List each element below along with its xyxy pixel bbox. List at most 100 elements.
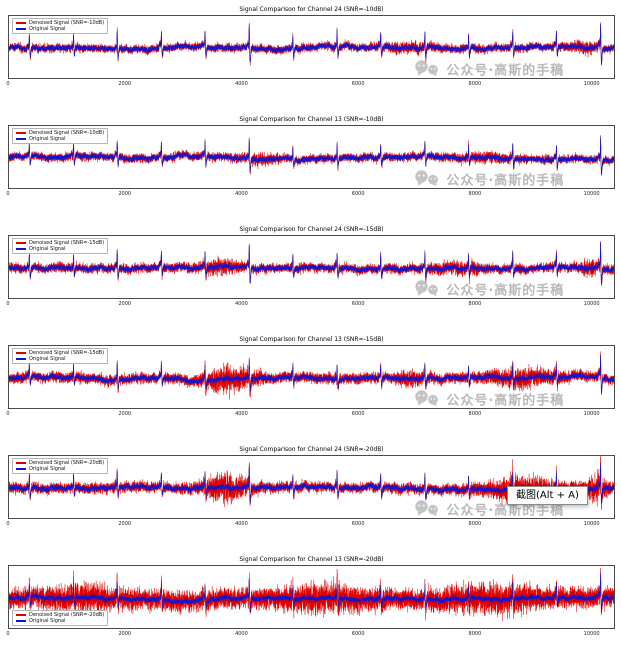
legend-label-denoised: Denoised Signal (SNR=-10dB) — [29, 130, 105, 136]
x-tick: 4000 — [235, 521, 248, 527]
legend-label-original: Original Signal — [29, 136, 66, 142]
chart-title: Signal Comparison for Channel 13 (SNR=-1… — [239, 336, 384, 343]
plot-area: Denoised Signal (SNR=-10dB) Original Sig… — [8, 15, 615, 79]
legend-entry-original: Original Signal — [16, 356, 104, 362]
legend-label-denoised: Denoised Signal (SNR=-20dB) — [29, 612, 105, 618]
legend-box: Denoised Signal (SNR=-10dB) Original Sig… — [12, 18, 109, 34]
x-tick: 8000 — [468, 191, 482, 197]
legend-entry-denoised: Denoised Signal (SNR=-15dB) — [16, 240, 104, 246]
x-tick: 8000 — [468, 301, 482, 307]
plot-area: Denoised Signal (SNR=-20dB) Original Sig… — [8, 565, 615, 629]
chart-panel-3: Signal Comparison for Channel 24 (SNR=-1… — [6, 222, 615, 332]
x-axis: 0 2000 4000 6000 8000 10000 — [6, 190, 615, 199]
x-tick: 4000 — [235, 81, 248, 87]
x-tick: 0 — [6, 81, 10, 87]
chart-title: Signal Comparison for Channel 13 (SNR=-1… — [239, 116, 384, 123]
legend-label-denoised: Denoised Signal (SNR=-20dB) — [29, 460, 105, 466]
x-tick: 6000 — [351, 411, 365, 417]
x-tick: 10000 — [583, 301, 600, 307]
legend-label-denoised: Denoised Signal (SNR=-15dB) — [29, 240, 105, 246]
x-tick: 10000 — [583, 631, 600, 637]
x-tick: 2000 — [118, 521, 132, 527]
x-tick: 10000 — [583, 411, 600, 417]
denoised-line-swatch — [16, 22, 26, 24]
original-line-swatch — [16, 468, 26, 470]
legend-entry-denoised: Denoised Signal (SNR=-15dB) — [16, 350, 104, 356]
legend-box: Denoised Signal (SNR=-20dB) Original Sig… — [12, 610, 109, 626]
x-tick: 0 — [6, 301, 10, 307]
x-tick: 4000 — [235, 631, 248, 637]
chart-title: Signal Comparison for Channel 24 (SNR=-1… — [239, 226, 384, 233]
legend-box: Denoised Signal (SNR=-15dB) Original Sig… — [12, 238, 109, 254]
chart-title: Signal Comparison for Channel 24 (SNR=-1… — [239, 6, 384, 13]
legend-box: Denoised Signal (SNR=-15dB) Original Sig… — [12, 348, 109, 364]
x-tick: 10000 — [583, 191, 600, 197]
plot-area: Denoised Signal (SNR=-10dB) Original Sig… — [8, 125, 615, 189]
figure-page: { "page": {"background": "#ffffff", "wid… — [6, 2, 615, 637]
legend-entry-denoised: Denoised Signal (SNR=-10dB) — [16, 20, 104, 26]
x-axis: 0 2000 4000 6000 8000 10000 — [6, 300, 615, 309]
x-tick: 4000 — [235, 411, 248, 417]
waveform-canvas — [9, 16, 614, 78]
x-tick: 8000 — [468, 631, 482, 637]
chart-title: Signal Comparison for Channel 13 (SNR=-2… — [239, 556, 384, 563]
waveform-canvas — [9, 236, 614, 298]
legend-entry-original: Original Signal — [16, 136, 104, 142]
x-tick: 10000 — [583, 81, 600, 87]
legend-entry-denoised: Denoised Signal (SNR=-20dB) — [16, 460, 104, 466]
x-tick: 6000 — [351, 81, 365, 87]
waveform-canvas — [9, 566, 614, 628]
x-tick: 2000 — [118, 191, 132, 197]
x-axis: 0 2000 4000 6000 8000 10000 — [6, 630, 615, 639]
screenshot-tooltip: 截图(Alt + A) — [507, 486, 588, 505]
legend-box: Denoised Signal (SNR=-20dB) Original Sig… — [12, 458, 109, 474]
x-tick: 0 — [6, 521, 10, 527]
original-line-swatch — [16, 620, 26, 622]
x-axis: 0 2000 4000 6000 8000 10000 — [6, 520, 615, 529]
x-tick: 2000 — [118, 81, 132, 87]
x-tick: 4000 — [235, 191, 248, 197]
x-tick: 6000 — [351, 301, 365, 307]
denoised-line-swatch — [16, 132, 26, 134]
x-tick: 2000 — [118, 301, 132, 307]
legend-entry-denoised: Denoised Signal (SNR=-10dB) — [16, 130, 104, 136]
waveform-canvas — [9, 346, 614, 408]
legend-label-original: Original Signal — [29, 26, 66, 32]
legend-label-original: Original Signal — [29, 246, 66, 252]
chart-title: Signal Comparison for Channel 24 (SNR=-2… — [239, 446, 384, 453]
x-axis: 0 2000 4000 6000 8000 10000 — [6, 410, 615, 419]
legend-label-denoised: Denoised Signal (SNR=-15dB) — [29, 350, 105, 356]
legend-entry-denoised: Denoised Signal (SNR=-20dB) — [16, 612, 104, 618]
legend-label-denoised: Denoised Signal (SNR=-10dB) — [29, 20, 105, 26]
legend-label-original: Original Signal — [29, 466, 66, 472]
x-tick: 8000 — [468, 521, 482, 527]
x-axis: 0 2000 4000 6000 8000 10000 — [6, 80, 615, 89]
x-tick: 8000 — [468, 411, 482, 417]
x-tick: 2000 — [118, 411, 132, 417]
legend-label-original: Original Signal — [29, 356, 66, 362]
plot-area: Denoised Signal (SNR=-15dB) Original Sig… — [8, 345, 615, 409]
denoised-line-swatch — [16, 614, 26, 616]
x-tick: 0 — [6, 631, 10, 637]
x-tick: 10000 — [583, 521, 600, 527]
denoised-line-swatch — [16, 352, 26, 354]
x-tick: 6000 — [351, 191, 365, 197]
chart-panel-6: Signal Comparison for Channel 13 (SNR=-2… — [6, 552, 615, 662]
x-tick: 4000 — [235, 301, 248, 307]
chart-panel-4: Signal Comparison for Channel 13 (SNR=-1… — [6, 332, 615, 442]
legend-entry-original: Original Signal — [16, 466, 104, 472]
original-line-swatch — [16, 28, 26, 30]
original-line-swatch — [16, 358, 26, 360]
original-line-swatch — [16, 248, 26, 250]
plot-area: Denoised Signal (SNR=-15dB) Original Sig… — [8, 235, 615, 299]
x-tick: 0 — [6, 191, 10, 197]
original-line-swatch — [16, 138, 26, 140]
legend-box: Denoised Signal (SNR=-10dB) Original Sig… — [12, 128, 109, 144]
waveform-canvas — [9, 126, 614, 188]
x-tick: 8000 — [468, 81, 482, 87]
chart-panel-1: Signal Comparison for Channel 24 (SNR=-1… — [6, 2, 615, 112]
legend-label-original: Original Signal — [29, 618, 66, 624]
x-tick: 6000 — [351, 521, 365, 527]
denoised-line-swatch — [16, 462, 26, 464]
denoised-line-swatch — [16, 242, 26, 244]
